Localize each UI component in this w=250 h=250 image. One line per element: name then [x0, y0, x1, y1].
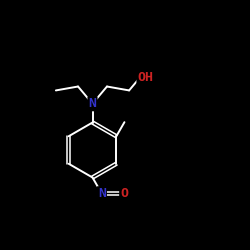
Text: N: N [88, 97, 96, 110]
Text: O: O [120, 187, 128, 200]
Text: OH: OH [138, 70, 154, 84]
Text: N: N [98, 187, 106, 200]
